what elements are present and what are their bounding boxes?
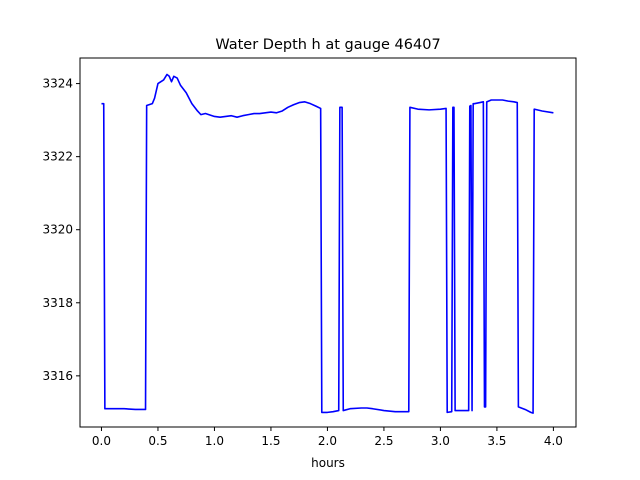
y-tick-label: 3318 xyxy=(42,296,73,310)
axes-frame xyxy=(79,57,577,428)
x-tick-label: 0.5 xyxy=(148,434,167,448)
x-tick-label: 1.5 xyxy=(261,434,280,448)
y-tick-label: 3322 xyxy=(42,150,73,164)
x-tick-label: 2.0 xyxy=(318,434,337,448)
x-tick-label: 0.0 xyxy=(92,434,111,448)
chart-title: Water Depth h at gauge 46407 xyxy=(215,37,440,53)
x-tick-label: 2.5 xyxy=(374,434,393,448)
y-tick-label: 3316 xyxy=(42,369,73,383)
x-axis-label: hours xyxy=(311,456,345,470)
x-axis-ticks: 0.0 0.5 1.0 1.5 2.0 2.5 3.0 3.5 4.0 xyxy=(92,427,563,448)
y-tick-label: 3320 xyxy=(42,223,73,237)
x-tick-label: 3.0 xyxy=(431,434,450,448)
y-tick-label: 3324 xyxy=(42,77,73,91)
x-tick-label: 1.0 xyxy=(205,434,224,448)
x-tick-label: 4.0 xyxy=(544,434,563,448)
y-axis-ticks: 3316 3318 3320 3322 3324 xyxy=(42,77,80,383)
plot-line-layer xyxy=(101,73,554,414)
series-line-0 xyxy=(101,73,554,414)
x-tick-label: 3.5 xyxy=(487,434,506,448)
